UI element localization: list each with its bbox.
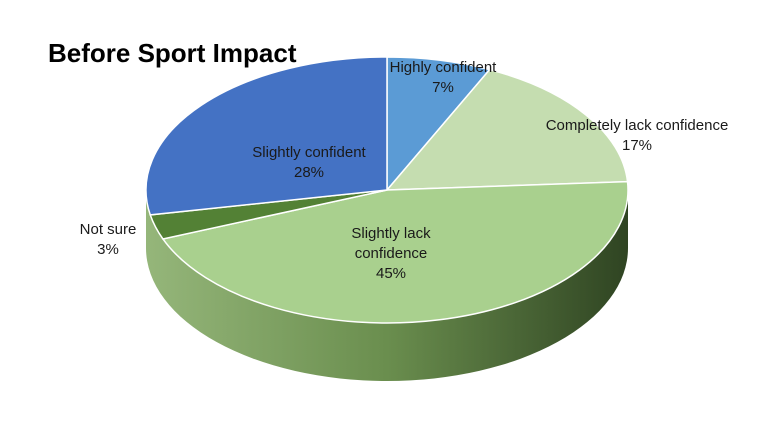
pie-slices [145,56,629,324]
slice-label-slightly-lack-confidence: confidence [355,245,428,262]
pie-side-wall [146,190,628,381]
slice-label-slightly-confident: Slightly confident [252,144,366,161]
slice-label-completely-lack-confidence: Completely lack confidence [546,117,729,134]
pie-slice-slightly-lack-confidence [161,180,629,324]
slice-label-slightly-lack-confidence: Slightly lack [351,225,431,242]
pie-slice-completely-lack-confidence [385,68,629,191]
slice-value-slightly-confident: 28% [294,164,324,181]
pie-side-layer [146,190,628,381]
chart-title: Before Sport Impact [48,38,297,68]
slice-label-not-sure: Not sure [80,221,137,238]
slice-value-not-sure: 3% [97,241,119,258]
slice-value-highly-confident: 7% [432,79,454,96]
pie-labels: Highly confident 7% Completely lack confid… [80,59,729,282]
pie-slice-slightly-confident [145,56,388,216]
pie-slice-highly-confident [386,56,491,193]
slice-value-slightly-lack-confidence: 45% [376,265,406,282]
slice-value-completely-lack-confidence: 17% [622,137,652,154]
slice-label-highly-confident: Highly confident [390,59,498,76]
